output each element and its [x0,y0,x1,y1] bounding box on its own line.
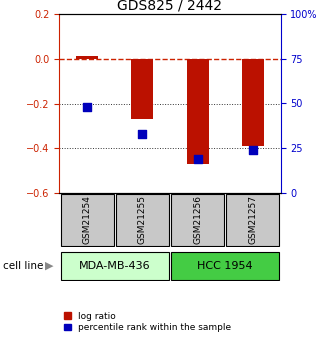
Bar [116,194,169,246]
Text: GSM21254: GSM21254 [82,196,91,244]
Point [250,147,255,153]
Bar [60,194,114,246]
Bar [226,194,280,246]
Text: MDA-MB-436: MDA-MB-436 [79,261,150,270]
Text: GSM21255: GSM21255 [138,195,147,245]
Text: GSM21257: GSM21257 [248,195,257,245]
Point [84,104,90,110]
Bar [171,194,224,246]
Bar [60,252,169,279]
Text: GSM21256: GSM21256 [193,195,202,245]
Text: HCC 1954: HCC 1954 [197,261,253,270]
Text: cell line: cell line [3,261,44,270]
Title: GDS825 / 2442: GDS825 / 2442 [117,0,222,13]
Bar [186,59,209,164]
Text: ▶: ▶ [45,261,54,270]
Bar [76,56,98,59]
Point [195,156,200,162]
Bar [171,252,280,279]
Legend: log ratio, percentile rank within the sample: log ratio, percentile rank within the sa… [64,312,231,332]
Point [140,131,145,137]
Bar [131,59,153,119]
Bar [242,59,264,146]
